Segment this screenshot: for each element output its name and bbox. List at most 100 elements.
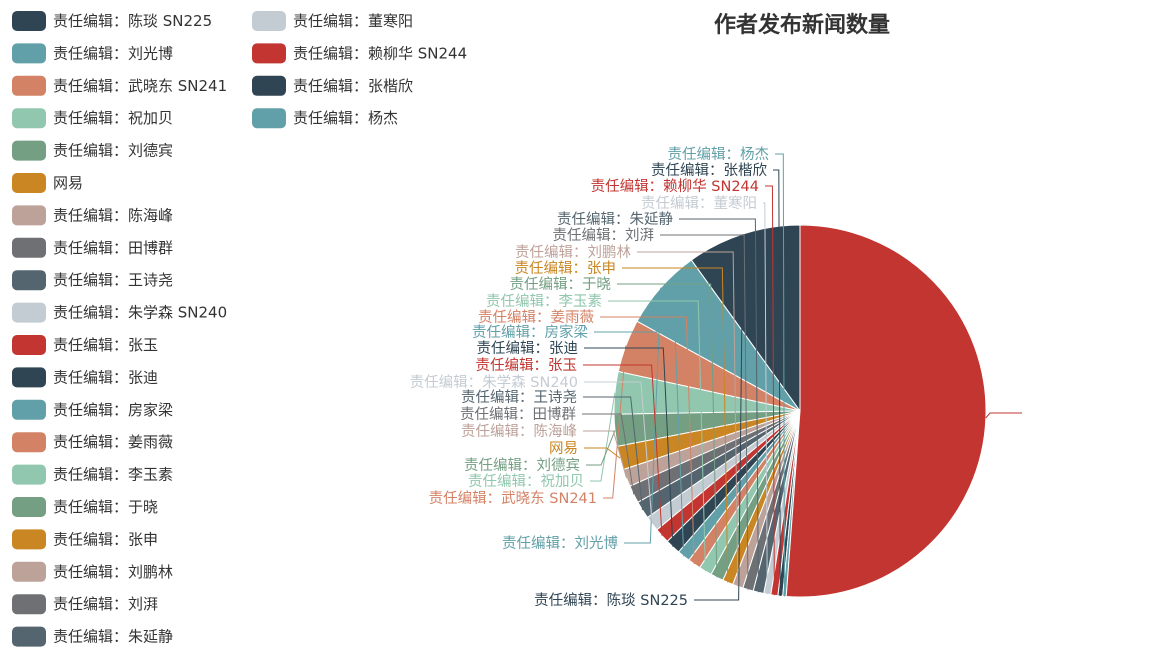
label-line xyxy=(583,364,663,536)
legend-swatch xyxy=(12,140,46,161)
legend-label: 网易 xyxy=(53,174,83,192)
slice-label: 责任编辑：武晓东 SN241 xyxy=(429,490,597,507)
label-line xyxy=(775,153,785,597)
slice-label: 责任编辑：房家梁 xyxy=(472,324,588,341)
legend-label: 责任编辑：祝加贝 xyxy=(53,109,173,127)
legend-item[interactable]: 责任编辑：张楷欣 xyxy=(252,75,413,96)
legend-item[interactable]: 责任编辑：刘德宾 xyxy=(12,140,173,161)
legend-item[interactable]: 责任编辑：张玉 xyxy=(12,335,158,355)
legend-label: 责任编辑：刘湃 xyxy=(53,595,158,613)
legend-item[interactable]: 责任编辑：王诗尧 xyxy=(12,270,173,291)
legend-item[interactable]: 责任编辑：刘湃 xyxy=(12,594,158,615)
slice-label: 责任编辑：张楷欣 xyxy=(651,162,767,179)
label-line xyxy=(660,234,749,590)
slice-label: 责任编辑：王诗尧 xyxy=(461,389,577,406)
legend-swatch xyxy=(12,237,46,258)
legend-label: 责任编辑：朱学森 SN240 xyxy=(53,304,227,322)
legend-item[interactable]: 责任编辑：刘光博 xyxy=(12,43,173,64)
legend-item[interactable]: 责任编辑：杨杰 xyxy=(252,108,398,129)
legend-item[interactable]: 责任编辑：房家梁 xyxy=(12,399,173,420)
label-line xyxy=(586,430,616,466)
legend-swatch xyxy=(12,529,46,550)
legend-label: 责任编辑：于晓 xyxy=(53,498,158,516)
legend-swatch xyxy=(12,432,46,453)
legend-item[interactable]: 责任编辑：田博群 xyxy=(12,237,173,258)
legend-swatch xyxy=(12,108,46,129)
legend-label: 责任编辑：田博群 xyxy=(53,239,173,257)
legend-item[interactable]: 责任编辑：朱延静 xyxy=(12,626,173,647)
label-line xyxy=(600,316,695,565)
legend-item[interactable]: 责任编辑：祝加贝 xyxy=(12,108,173,129)
legend-label: 责任编辑：赖柳华 SN244 xyxy=(293,44,467,62)
legend-label: 责任编辑：刘光博 xyxy=(53,44,173,62)
legend-label: 责任编辑：朱延静 xyxy=(53,628,173,646)
label-line xyxy=(617,283,718,578)
label-line xyxy=(765,185,775,596)
label-line xyxy=(583,430,627,479)
legend-item[interactable]: 责任编辑：朱学森 SN240 xyxy=(12,302,227,323)
legend-swatch xyxy=(12,173,46,193)
legend-swatch xyxy=(252,75,286,96)
label-line xyxy=(637,251,739,587)
legend-label: 责任编辑：李玉素 xyxy=(53,466,173,484)
slice-label: 责任编辑：李玉素 xyxy=(486,293,602,310)
label-line xyxy=(590,392,616,482)
pie-slice[interactable] xyxy=(785,224,987,598)
legend-label: 责任编辑：陈海峰 xyxy=(53,206,173,224)
slice-label: 责任编辑：刘光博 xyxy=(502,535,618,552)
legend-label: 责任编辑：张楷欣 xyxy=(293,77,413,95)
legend-swatch xyxy=(12,626,46,647)
slice-label: 责任编辑：赖柳华 SN244 xyxy=(591,178,759,195)
legend-item[interactable]: 责任编辑：刘鹏林 xyxy=(12,561,173,582)
label-line xyxy=(582,413,635,495)
slice-label: 责任编辑：于晓 xyxy=(510,276,612,293)
legend-label: 责任编辑：刘德宾 xyxy=(53,142,173,160)
legend-swatch xyxy=(12,205,46,226)
legend-label: 责任编辑：王诗尧 xyxy=(53,271,173,289)
label-line xyxy=(594,331,685,557)
legend-item[interactable]: 责任编辑：武晓东 SN241 xyxy=(12,75,227,96)
slice-label: 责任编辑：杨杰 xyxy=(668,146,770,163)
legend-swatch xyxy=(12,43,46,64)
legend-item[interactable]: 责任编辑：陈海峰 xyxy=(12,205,173,226)
slice-label: 责任编辑：田博群 xyxy=(460,406,576,423)
slice-label: 责任编辑：朱学森 SN240 xyxy=(410,374,578,391)
legend-label: 责任编辑：陈琰 SN225 xyxy=(53,12,212,30)
legend-label: 责任编辑：姜雨薇 xyxy=(53,433,173,451)
legend-item[interactable]: 责任编辑：张迪 xyxy=(12,367,158,388)
slice-label: 网易 xyxy=(549,441,578,457)
slice-label: 责任编辑：刘湃 xyxy=(553,227,655,244)
slice-label: 责任编辑：陈海峰 xyxy=(461,422,577,440)
legend-swatch xyxy=(12,561,46,582)
legend-item[interactable]: 责任编辑：董寒阳 xyxy=(252,11,413,31)
legend-item[interactable]: 责任编辑：于晓 xyxy=(12,497,158,517)
legend-label: 责任编辑：杨杰 xyxy=(293,109,398,127)
legend-swatch xyxy=(12,464,46,485)
legend-swatch xyxy=(12,270,46,291)
legend-swatch xyxy=(12,75,46,96)
legend-label: 责任编辑：张迪 xyxy=(53,368,158,386)
legend-item[interactable]: 网易 xyxy=(12,173,83,193)
slice-label: 责任编辑：董寒阳 xyxy=(641,194,757,212)
legend-swatch xyxy=(12,302,46,323)
slice-label: 责任编辑：张迪 xyxy=(477,340,579,357)
legend-swatch xyxy=(12,335,46,355)
pie-slices xyxy=(613,224,987,598)
legend-item[interactable]: 责任编辑：李玉素 xyxy=(12,464,173,485)
legend-item[interactable]: 责任编辑：赖柳华 SN244 xyxy=(252,43,467,64)
slice-label: 责任编辑：祝加贝 xyxy=(468,473,584,490)
legend-label: 责任编辑：刘鹏林 xyxy=(53,563,173,581)
legend-item[interactable]: 责任编辑：张申 xyxy=(12,529,158,550)
legend-swatch xyxy=(252,108,286,129)
legend-swatch xyxy=(12,399,46,420)
legend-swatch xyxy=(12,497,46,517)
label-line xyxy=(679,218,759,593)
legend-item[interactable]: 责任编辑：姜雨薇 xyxy=(12,432,173,453)
label-line xyxy=(763,202,768,595)
legend-label: 责任编辑：房家梁 xyxy=(53,401,173,419)
legend-item[interactable]: 责任编辑：陈琰 SN225 xyxy=(12,11,212,31)
legend-swatch xyxy=(12,594,46,615)
label-line xyxy=(584,447,621,459)
